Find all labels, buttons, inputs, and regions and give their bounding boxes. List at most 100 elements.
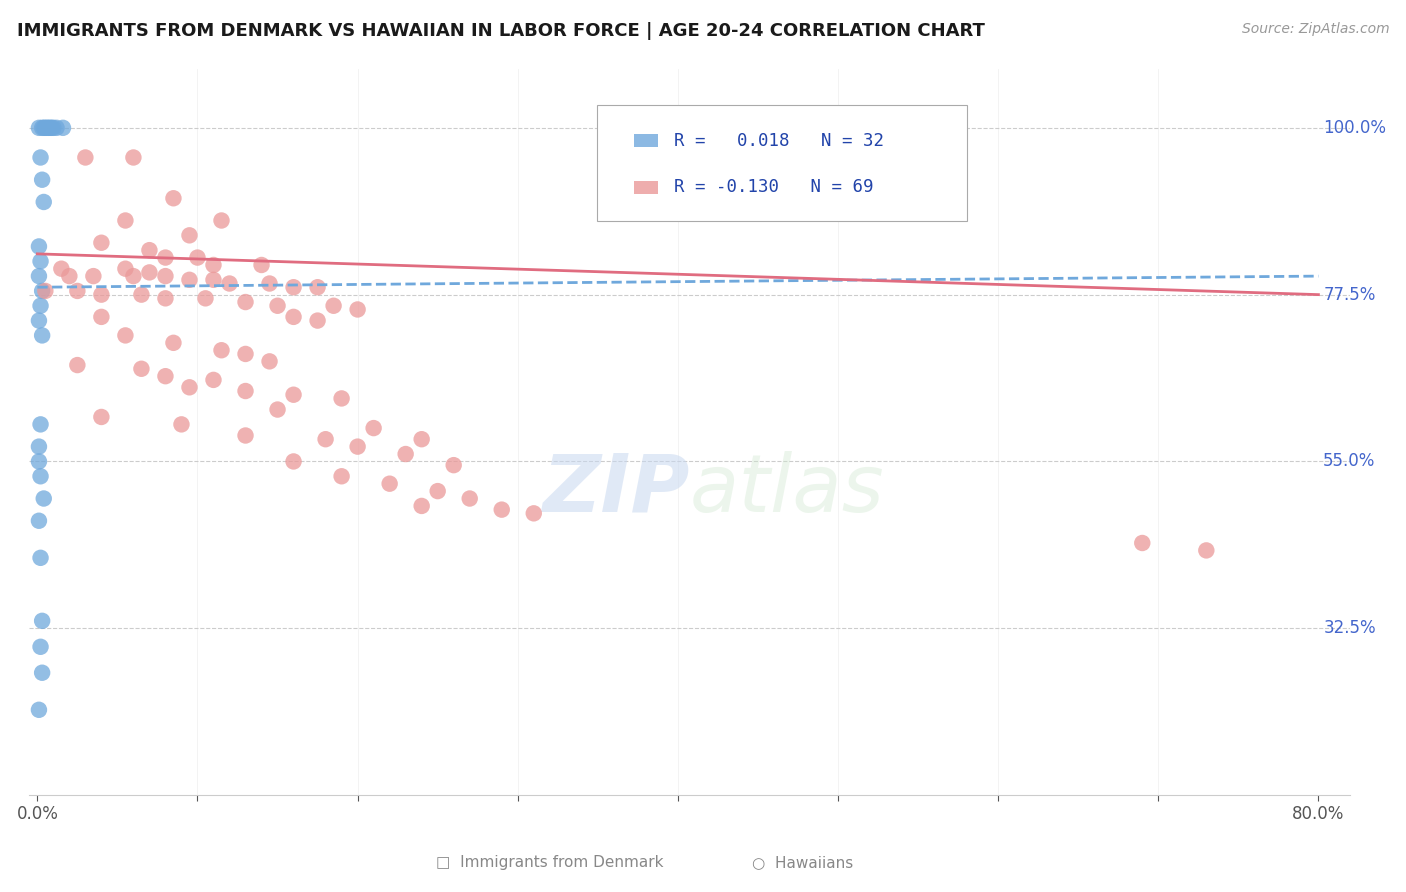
Point (114, 261, 136, 276)
Point (35, 120, 58, 135)
Point (122, 151, 145, 165)
Point (363, 421, 385, 435)
Point (259, 354, 281, 368)
Point (330, 469, 353, 483)
Point (28, 313, 51, 327)
Point (283, 310, 305, 324)
Point (138, 243, 160, 257)
Point (330, 392, 353, 406)
Point (90, 287, 112, 301)
Point (28, 239, 51, 253)
Point (30, 550, 52, 565)
Point (235, 384, 257, 398)
Point (218, 277, 240, 291)
Point (179, 273, 201, 287)
Point (307, 280, 329, 294)
Point (131, 361, 153, 376)
Point (90, 310, 112, 324)
Point (28, 440, 51, 454)
Point (31, 284, 53, 298)
Point (491, 502, 513, 516)
Text: ○  Hawaiians: ○ Hawaiians (752, 855, 853, 870)
Text: 32.5%: 32.5% (1323, 619, 1376, 637)
FancyBboxPatch shape (634, 181, 658, 194)
Point (28, 454, 51, 468)
Point (155, 251, 177, 265)
Point (52, 120, 75, 135)
Point (155, 269, 177, 284)
Text: atlas: atlas (690, 451, 884, 529)
Point (122, 269, 145, 284)
Point (346, 440, 368, 454)
Point (28, 120, 51, 135)
Point (75, 151, 97, 165)
Point (426, 484, 449, 499)
Point (30, 254, 52, 268)
Point (32, 120, 55, 135)
Point (30, 299, 52, 313)
FancyBboxPatch shape (598, 105, 967, 221)
Point (28, 269, 51, 284)
Text: 100.0%: 100.0% (1323, 119, 1386, 136)
Point (443, 458, 465, 472)
Point (395, 447, 418, 461)
Point (30, 469, 52, 483)
Point (202, 373, 225, 387)
Point (31, 172, 53, 186)
FancyBboxPatch shape (634, 134, 658, 147)
Point (41, 120, 63, 135)
Point (114, 213, 136, 227)
Point (283, 388, 305, 402)
Point (1195, 543, 1218, 558)
Point (346, 302, 368, 317)
Point (90, 409, 112, 424)
Point (170, 417, 193, 432)
Point (235, 347, 257, 361)
Text: Source: ZipAtlas.com: Source: ZipAtlas.com (1241, 22, 1389, 37)
Point (66, 358, 89, 372)
Point (202, 273, 225, 287)
Point (458, 491, 481, 506)
Point (523, 506, 546, 520)
Point (186, 251, 208, 265)
Point (266, 299, 288, 313)
Point (179, 380, 201, 394)
Point (259, 277, 281, 291)
Text: R = -0.130   N = 69: R = -0.130 N = 69 (673, 178, 873, 196)
Point (194, 291, 217, 305)
Point (114, 328, 136, 343)
Point (411, 499, 433, 513)
Text: □  Immigrants from Denmark: □ Immigrants from Denmark (436, 855, 664, 870)
Point (66, 284, 89, 298)
Point (283, 280, 305, 294)
Text: R =   0.018   N = 32: R = 0.018 N = 32 (673, 132, 884, 150)
Point (31, 665, 53, 680)
Text: 55.0%: 55.0% (1323, 452, 1375, 470)
Point (211, 343, 233, 358)
Point (45, 120, 67, 135)
Point (58, 269, 80, 284)
Point (28, 703, 51, 717)
Point (235, 428, 257, 442)
Text: ZIP: ZIP (543, 451, 690, 529)
Point (162, 191, 184, 205)
Point (90, 235, 112, 250)
Point (322, 299, 344, 313)
Point (155, 291, 177, 305)
Point (30, 640, 52, 654)
Point (250, 258, 273, 272)
Point (266, 402, 288, 417)
Point (51, 261, 73, 276)
Point (32, 491, 55, 506)
Point (202, 258, 225, 272)
Point (283, 454, 305, 468)
Point (211, 213, 233, 227)
Point (138, 265, 160, 279)
Point (32, 194, 55, 209)
Point (31, 614, 53, 628)
Point (315, 432, 337, 446)
Point (30, 417, 52, 432)
Point (38, 120, 60, 135)
Point (28, 514, 51, 528)
Point (235, 295, 257, 310)
